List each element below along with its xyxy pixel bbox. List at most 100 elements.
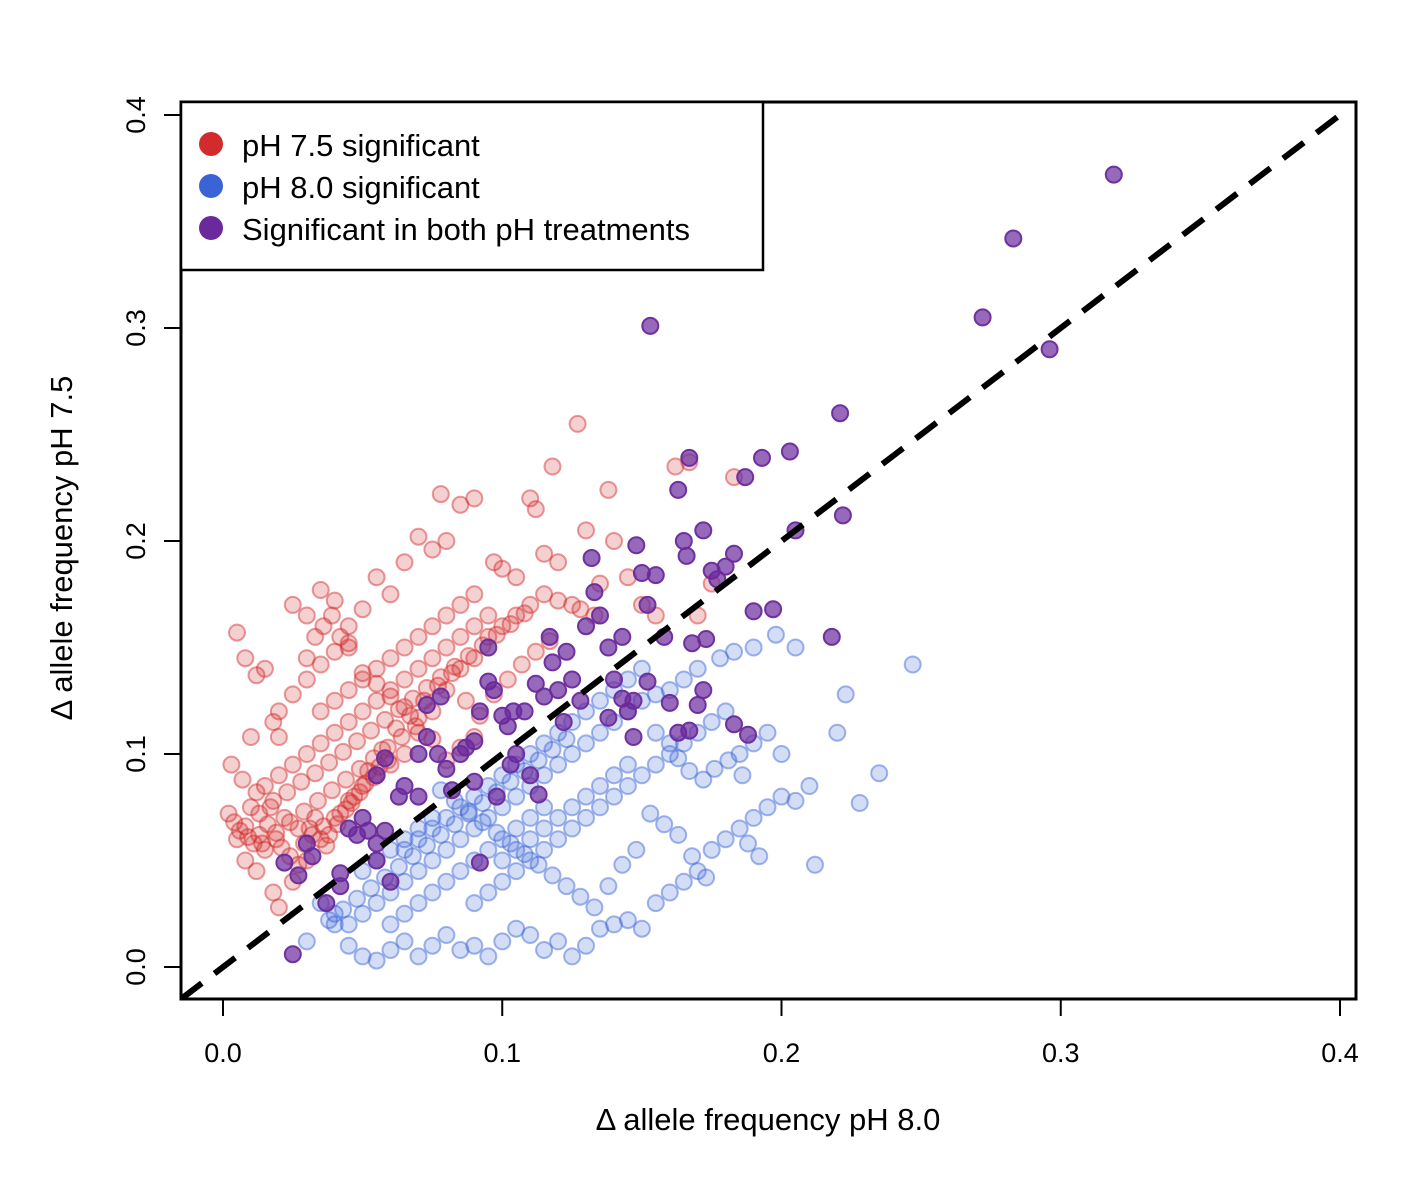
series-1-point — [308, 791, 327, 810]
series-1-point — [247, 666, 266, 685]
series-1-point — [348, 732, 366, 751]
series-2-point — [674, 872, 693, 891]
series-1-point — [465, 617, 484, 636]
series-3-point — [465, 732, 484, 751]
series-1-point — [297, 606, 316, 625]
series-2-point — [577, 808, 595, 827]
series-1-point — [507, 568, 526, 587]
series-2-point — [543, 866, 562, 885]
series-1-point — [317, 836, 336, 855]
series-1-point — [350, 783, 369, 802]
legend-item-ph75: pH 7.5 significant — [199, 128, 480, 163]
series-1-point — [236, 649, 255, 668]
series-1-point — [241, 728, 260, 746]
series-2-point — [669, 749, 688, 768]
series-1-point — [395, 670, 414, 689]
series-2-point — [591, 723, 609, 742]
series-2-point — [730, 819, 749, 838]
legend: pH 7.5 significant pH 8.0 significant Si… — [179, 100, 765, 272]
legend-label-ph75: pH 7.5 significant — [242, 128, 480, 163]
series-2-point — [563, 798, 582, 817]
series-1-point — [311, 702, 330, 721]
series-1-point — [381, 681, 400, 700]
series-3-point — [431, 687, 450, 706]
series-2-point — [618, 777, 637, 795]
series-3-point — [680, 721, 699, 740]
series-2-point — [529, 855, 548, 874]
series-3-point — [585, 583, 604, 602]
series-2-point — [437, 926, 456, 944]
series-1-point — [406, 717, 425, 736]
series-1-point — [311, 734, 330, 753]
series-2-point — [521, 830, 540, 849]
series-1-point — [465, 649, 484, 668]
series-2-point — [465, 894, 484, 913]
series-3-point — [417, 696, 436, 714]
series-2-point — [605, 915, 623, 934]
series-2-point — [680, 762, 699, 780]
series-2-point — [459, 804, 478, 823]
series-1-point — [331, 627, 350, 646]
legend-label-both: Significant in both pH treatments — [242, 212, 690, 247]
series-2-point — [507, 919, 526, 938]
series-1-point — [311, 581, 330, 599]
series-1-point — [228, 623, 246, 642]
series-3-point — [563, 670, 582, 689]
series-2-point — [716, 702, 735, 721]
series-1-point — [387, 719, 406, 738]
series-3-point — [381, 872, 400, 891]
series-2-point — [445, 815, 464, 834]
series-2-point — [744, 808, 763, 827]
series-2-point — [571, 887, 590, 906]
series-2-point — [367, 951, 386, 970]
series-1-point — [353, 664, 372, 683]
series-1-point — [521, 595, 540, 614]
series-2-point — [591, 798, 609, 817]
series-3-point — [275, 853, 294, 872]
series-2-point — [417, 836, 436, 855]
series-1-point — [264, 791, 283, 810]
series-1-point — [297, 670, 316, 689]
series-2-point — [660, 745, 679, 763]
series-2-point — [744, 638, 763, 657]
series-1-point — [465, 585, 484, 604]
series-2-point — [493, 872, 512, 891]
series-2-point — [515, 845, 534, 864]
series-3-point — [557, 642, 576, 661]
series-1-point — [314, 617, 333, 636]
series-1-point — [353, 670, 372, 689]
series-3-point — [744, 602, 763, 621]
series-2-point — [605, 766, 623, 785]
series-1-point — [339, 638, 358, 657]
legend-box — [179, 100, 765, 272]
series-3-point — [484, 681, 503, 700]
series-2-point — [719, 751, 738, 770]
series-1-point — [283, 755, 302, 774]
series-2-point — [577, 936, 595, 955]
series-3-point — [753, 448, 771, 467]
series-2-point — [733, 766, 752, 785]
x-tick-label: 0.1 — [483, 1038, 521, 1068]
series-3 — [275, 165, 1123, 964]
legend-swatch-ph80 — [199, 174, 223, 198]
series-3-point — [501, 755, 520, 774]
series-2-point — [758, 723, 777, 742]
series-1-point — [535, 585, 554, 604]
series-2-point — [674, 670, 693, 689]
series-2-point — [479, 947, 498, 966]
series-1-point — [336, 800, 355, 819]
series-1-point — [283, 685, 302, 704]
series-2-point — [479, 883, 498, 902]
series-1-point — [289, 819, 308, 838]
series-1-point — [526, 500, 545, 519]
series-1-point — [451, 595, 470, 614]
series-1-point — [392, 728, 411, 746]
series-1-point — [264, 713, 283, 731]
series-2-point — [521, 926, 540, 944]
series-3-point — [822, 627, 841, 646]
series-2-point — [618, 755, 637, 774]
series-1-point — [437, 532, 456, 550]
series-2-point — [725, 642, 743, 661]
series-1-point — [325, 723, 344, 742]
series-3-point — [317, 894, 336, 913]
